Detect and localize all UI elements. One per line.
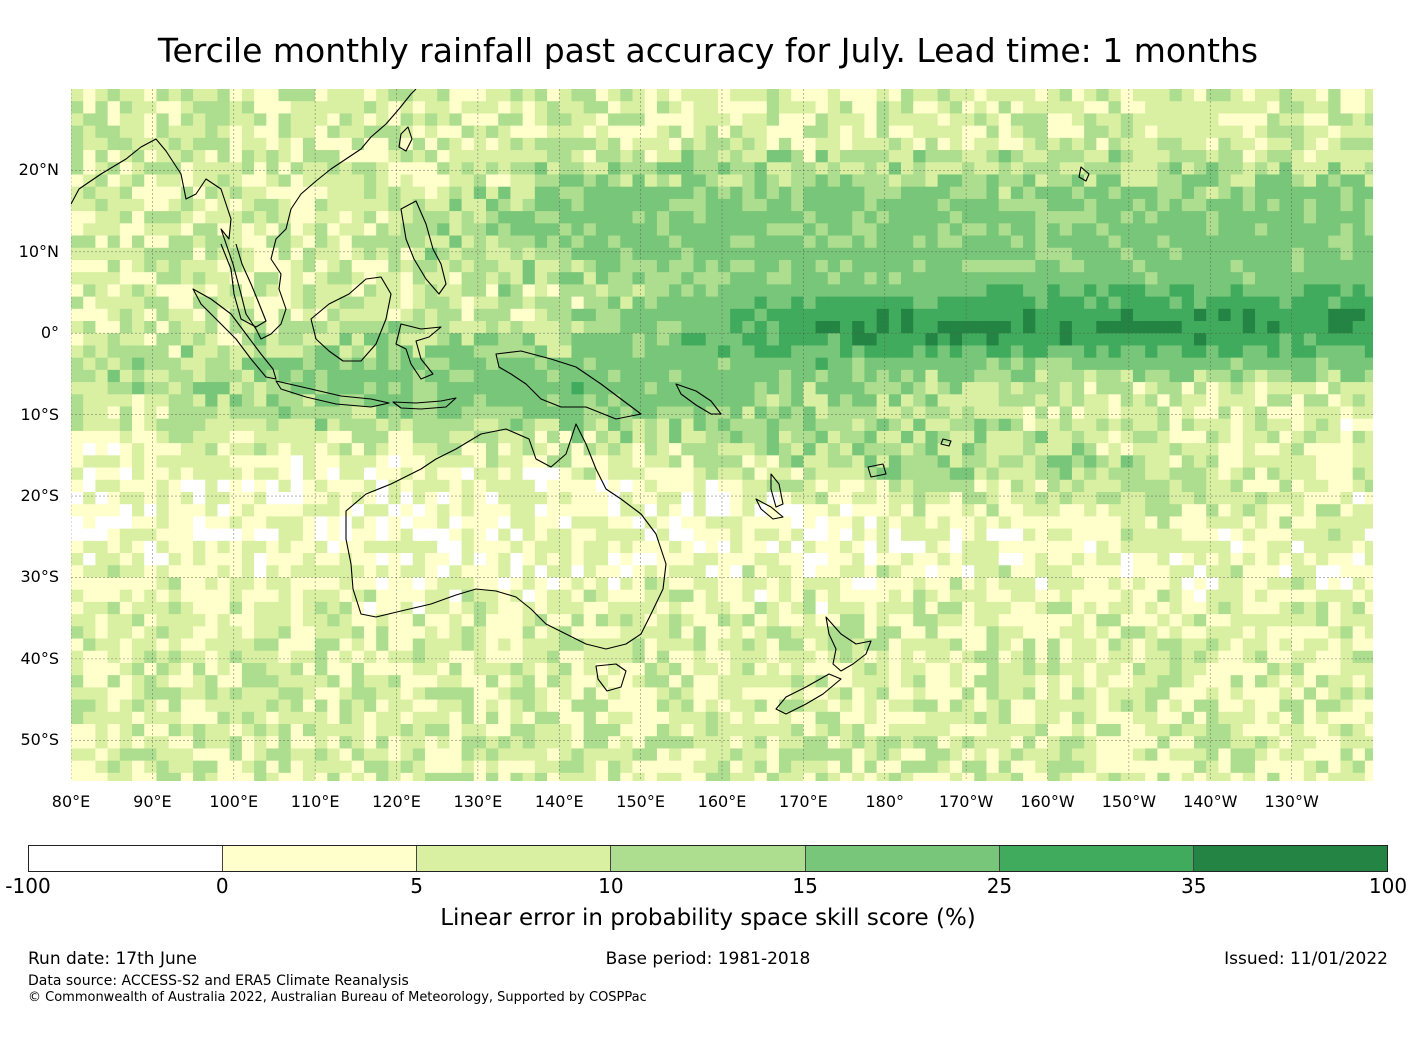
coastline-vanuatu bbox=[770, 473, 784, 508]
skill-score-grid bbox=[71, 89, 1373, 781]
longitude-label: 90°E bbox=[133, 792, 172, 811]
colorbar-swatch bbox=[999, 846, 1194, 871]
colorbar-tick-label: -100 bbox=[5, 874, 51, 898]
latitude-label: 20°N bbox=[18, 160, 59, 180]
coastlines bbox=[71, 89, 1090, 715]
longitude-label: 120°E bbox=[372, 792, 421, 811]
colorbar-tick-label: 5 bbox=[410, 874, 423, 898]
coastline-samoa bbox=[940, 438, 952, 447]
map-canvas bbox=[71, 89, 1373, 781]
run-date: Run date: 17th June bbox=[28, 949, 197, 969]
coastline-lesser-sunda bbox=[392, 397, 457, 410]
coastline-new-zealand-south bbox=[775, 673, 842, 715]
coastline-malay-peninsula bbox=[220, 243, 267, 328]
longitude-label: 130°W bbox=[1264, 792, 1319, 811]
longitude-label: 160°W bbox=[1020, 792, 1075, 811]
longitude-label: 150°E bbox=[616, 792, 665, 811]
coastline-tasmania bbox=[595, 663, 627, 692]
colorbar-swatch bbox=[611, 846, 806, 871]
colorbar-tick-label: 10 bbox=[598, 874, 624, 898]
latitude-label: 10°S bbox=[20, 404, 59, 424]
latitude-label: 30°S bbox=[20, 567, 59, 587]
latitude-label: 40°S bbox=[20, 648, 59, 668]
longitude-label: 140°E bbox=[534, 792, 584, 811]
coastline-new-guinea bbox=[495, 350, 642, 420]
colorbar bbox=[28, 845, 1388, 872]
coastline-philippines bbox=[400, 200, 447, 295]
longitude-label: 140°W bbox=[1183, 792, 1238, 811]
coastline-new-zealand-north bbox=[825, 616, 872, 672]
longitude-label: 110°E bbox=[290, 792, 340, 811]
base-period: Base period: 1981-2018 bbox=[605, 949, 811, 969]
longitude-label: 180° bbox=[865, 792, 905, 811]
graticule bbox=[71, 89, 1373, 781]
latitude-label: 0° bbox=[40, 323, 59, 343]
longitude-label: 80°E bbox=[51, 792, 91, 811]
colorbar-tick-label: 100 bbox=[1368, 874, 1408, 898]
coastline-taiwan bbox=[398, 126, 413, 152]
coastline-sulawesi bbox=[395, 323, 442, 380]
longitude-label: 130°E bbox=[453, 792, 503, 811]
coastline-new-caledonia bbox=[755, 498, 784, 520]
coastline-borneo bbox=[310, 276, 392, 362]
coastline-asia bbox=[71, 89, 417, 340]
colorbar-swatch bbox=[223, 846, 418, 871]
longitude-label: 170°W bbox=[938, 792, 994, 811]
longitude-label: 160°E bbox=[697, 792, 747, 811]
map-title: Tercile monthly rainfall past accuracy f… bbox=[157, 31, 1259, 70]
colorbar-label: Linear error in probability space skill … bbox=[440, 905, 976, 931]
colorbar-tick-label: 0 bbox=[215, 874, 229, 898]
coastline-solomons bbox=[675, 383, 722, 415]
colorbar-swatch bbox=[805, 846, 1000, 871]
latitude-label: 50°S bbox=[20, 730, 59, 750]
copyright: © Commonwealth of Australia 2022, Austra… bbox=[28, 990, 647, 1005]
data-source: Data source: ACCESS-S2 and ERA5 Climate … bbox=[28, 973, 409, 989]
coastline-sumatra bbox=[192, 288, 277, 380]
longitude-label: 170°E bbox=[779, 792, 828, 811]
coastline-hawaii bbox=[1078, 166, 1090, 182]
colorbar-tick-label: 25 bbox=[986, 874, 1013, 898]
longitude-label: 100°E bbox=[209, 792, 259, 811]
coastline-fiji bbox=[867, 463, 887, 478]
skill-score-map bbox=[71, 89, 1373, 781]
coastline-java bbox=[275, 380, 390, 408]
issued-date: Issued: 11/01/2022 bbox=[1224, 949, 1388, 969]
longitude-label: 150°W bbox=[1101, 792, 1157, 811]
colorbar-swatch bbox=[29, 846, 224, 871]
colorbar-tick-label: 35 bbox=[1180, 874, 1207, 898]
latitude-label: 10°N bbox=[18, 241, 59, 261]
colorbar-swatch bbox=[1193, 846, 1387, 871]
colorbar-swatch bbox=[417, 846, 612, 871]
latitude-label: 20°S bbox=[20, 486, 59, 506]
colorbar-tick-label: 15 bbox=[792, 874, 818, 898]
coastline-australia bbox=[345, 423, 667, 650]
